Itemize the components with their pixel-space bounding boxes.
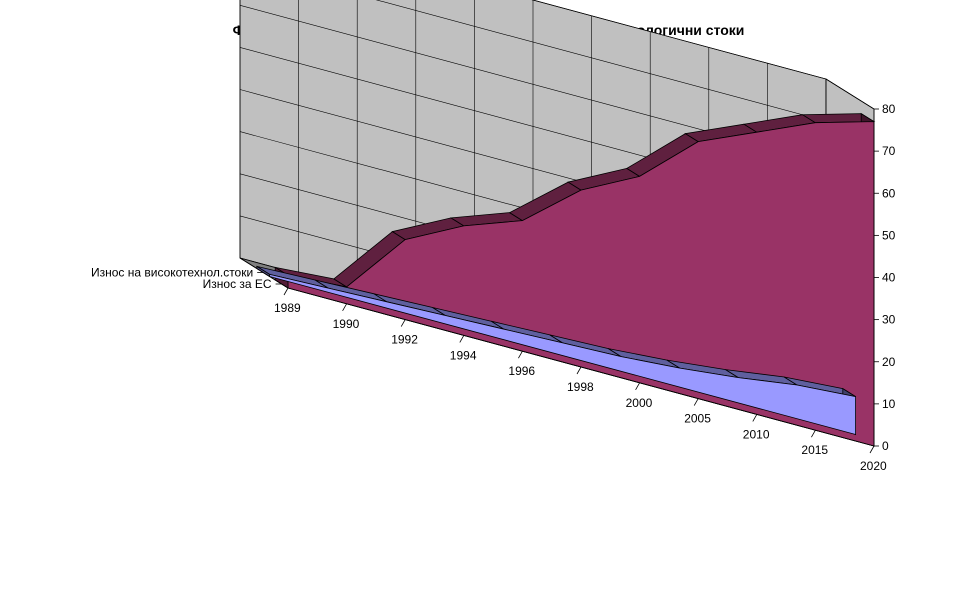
x-tick-label: 1998 — [567, 380, 594, 394]
y-tick-label: 70 — [882, 144, 896, 158]
x-tick-mark — [869, 445, 875, 454]
x-tick-mark — [283, 287, 289, 296]
x-tick-mark — [518, 351, 523, 359]
x-tick-mark — [635, 382, 640, 390]
x-tick-mark — [400, 319, 406, 327]
x-axis: 1989 1990 1992 1994 1996 1998 2000 2005 2010 2015… — [274, 287, 887, 473]
series-axis-line — [239, 257, 289, 289]
x-tick-label: 1996 — [508, 364, 535, 378]
x-tick-label: 1989 — [274, 301, 301, 315]
x-tick-label: 2010 — [743, 427, 770, 441]
y-tick-label: 80 — [882, 102, 896, 116]
series-hightech-export — [256, 265, 856, 436]
y-axis: 0 10 20 30 40 50 60 70 80 — [873, 102, 896, 453]
x-tick-label: 1994 — [450, 348, 477, 362]
gridline-side — [825, 78, 875, 110]
y-tick-label: 20 — [882, 355, 896, 369]
y-tick-label: 40 — [882, 271, 896, 285]
x-tick-label: 1992 — [391, 333, 418, 347]
x-tick-mark — [693, 398, 699, 406]
y-tick-label: 10 — [882, 397, 896, 411]
x-tick-label: 2000 — [626, 396, 653, 410]
series-eu-export-mark-face — [287, 121, 875, 447]
x-tick-label: 2020 — [860, 459, 887, 473]
x-tick-mark — [811, 430, 816, 438]
y-tick-label: 0 — [882, 439, 889, 453]
x-tick-mark — [576, 366, 582, 375]
x-tick-label: 1990 — [333, 317, 360, 331]
x-tick-mark — [459, 335, 465, 343]
y-tick-label: 30 — [882, 313, 896, 327]
x-tick-mark — [342, 303, 347, 311]
series-label: Износ на високотехнол.стоки — [91, 266, 253, 280]
x-tick-mark — [752, 414, 758, 422]
series-eu-export — [274, 112, 876, 447]
y-tick-label: 60 — [882, 186, 896, 200]
series-hightech-export-mark-face — [269, 273, 856, 436]
y-tick-label: 50 — [882, 228, 896, 242]
x-tick-label: 2005 — [684, 412, 711, 426]
x-tick-label: 2015 — [801, 443, 828, 457]
series-label: Износ за ЕС — [203, 277, 272, 291]
